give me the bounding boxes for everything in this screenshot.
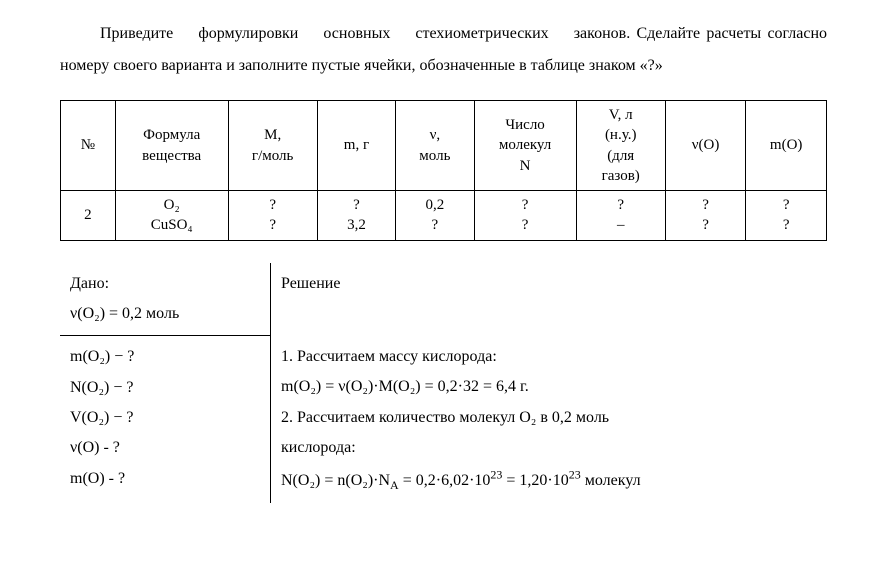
td-M-bot: ? bbox=[269, 217, 276, 233]
find4: ν(O) - ? bbox=[70, 439, 120, 456]
th-N-l1: Число bbox=[505, 117, 544, 133]
td-nu-top: 0,2 bbox=[425, 197, 444, 213]
td-nuO-top: ? bbox=[702, 197, 709, 213]
step2-l3a: N(O₂) = n(O₂)·N bbox=[281, 472, 390, 489]
sub-A: A bbox=[390, 478, 399, 492]
data-table: № Формула вещества М, г/моль m, г ν, мол… bbox=[60, 100, 827, 241]
th-formula: Формула вещества bbox=[115, 101, 228, 191]
td-N-bot: ? bbox=[522, 217, 529, 233]
find2: N(O₂) − ? bbox=[70, 379, 133, 396]
th-N-l2: молекул bbox=[499, 137, 551, 153]
th-V-l4: газов) bbox=[602, 168, 640, 184]
task-paragraph: Приведите формулировки основных стехиоме… bbox=[60, 18, 827, 82]
step2-l3: N(O₂) = n(O₂)·NA = 0,2·6,02·1023 = 1,20·… bbox=[281, 472, 641, 489]
td-mO-top: ? bbox=[783, 197, 790, 213]
sup-23b: 23 bbox=[569, 467, 581, 481]
step2-l3d: молекул bbox=[581, 472, 641, 489]
page-container: Приведите формулировки основных стехиоме… bbox=[0, 0, 887, 561]
solution-label-cell: Решение bbox=[271, 263, 828, 336]
step2-l1: 2. Рассчитаем количество молекул O₂ в 0,… bbox=[281, 409, 609, 426]
find1: m(O₂) − ? bbox=[70, 348, 134, 365]
th-N-l3: N bbox=[520, 158, 531, 174]
th-nu-l1: ν, bbox=[430, 127, 441, 143]
given-value: ν(O₂) = 0,2 моль bbox=[70, 305, 179, 322]
th-nu: ν, моль bbox=[396, 101, 474, 191]
solution-label: Решение bbox=[281, 275, 340, 292]
td-V: ? – bbox=[576, 191, 665, 241]
solution-table: Дано: ν(O₂) = 0,2 моль Решение m(O₂) − ?… bbox=[60, 263, 827, 503]
td-m-top: ? bbox=[353, 197, 360, 213]
td-m: ? 3,2 bbox=[317, 191, 395, 241]
td-N: ? ? bbox=[474, 191, 576, 241]
td-num: 2 bbox=[61, 191, 116, 241]
step2-l2: кислорода: bbox=[281, 439, 356, 456]
td-mO-bot: ? bbox=[783, 217, 790, 233]
td-formula-bot: CuSO₄ bbox=[151, 217, 193, 233]
th-M-l1: М, bbox=[264, 127, 281, 143]
th-formula-l2: вещества bbox=[142, 148, 201, 164]
step1-l2: m(O₂) = ν(O₂)·M(O₂) = 0,2·32 = 6,4 г. bbox=[281, 378, 529, 395]
th-num: № bbox=[61, 101, 116, 191]
p-l1-c: основных bbox=[323, 25, 390, 42]
sol-row-2: m(O₂) − ? N(O₂) − ? V(O₂) − ? ν(O) - ? m… bbox=[60, 336, 827, 503]
td-formula-top: O₂ bbox=[164, 197, 180, 213]
td-nu-bot: ? bbox=[432, 217, 439, 233]
p-l1-b: формулировки bbox=[198, 25, 298, 42]
th-V-l3: (для bbox=[607, 148, 634, 164]
td-nu: 0,2 ? bbox=[396, 191, 474, 241]
find-cell: m(O₂) − ? N(O₂) − ? V(O₂) − ? ν(O) - ? m… bbox=[60, 336, 271, 503]
th-formula-l1: Формула bbox=[143, 127, 200, 143]
sup-23a: 23 bbox=[490, 467, 502, 481]
p-l1-a: Приведите bbox=[100, 25, 173, 42]
p-l1-e: законов. bbox=[574, 25, 631, 42]
p-l1-d: стехиометрических bbox=[415, 25, 548, 42]
th-nuO: ν(O) bbox=[665, 101, 746, 191]
step1-l1: 1. Рассчитаем массу кислорода: bbox=[281, 348, 497, 365]
td-M-top: ? bbox=[269, 197, 276, 213]
td-nuO: ? ? bbox=[665, 191, 746, 241]
td-V-top: ? bbox=[617, 197, 624, 213]
td-N-top: ? bbox=[522, 197, 529, 213]
given-cell: Дано: ν(O₂) = 0,2 моль bbox=[60, 263, 271, 336]
th-V-l1: V, л bbox=[609, 107, 633, 123]
th-M: М, г/моль bbox=[228, 101, 317, 191]
td-m-bot: 3,2 bbox=[347, 217, 366, 233]
th-N: Число молекул N bbox=[474, 101, 576, 191]
td-nuO-bot: ? bbox=[702, 217, 709, 233]
th-nu-l2: моль bbox=[419, 148, 450, 164]
solution-body-cell: 1. Рассчитаем массу кислорода: m(O₂) = ν… bbox=[271, 336, 828, 503]
td-mO: ? ? bbox=[746, 191, 827, 241]
table-row: 2 O₂ CuSO₄ ? ? ? 3,2 0,2 ? ? ? ? bbox=[61, 191, 827, 241]
td-V-bot: – bbox=[617, 217, 625, 233]
th-m: m, г bbox=[317, 101, 395, 191]
th-V: V, л (н.у.) (для газов) bbox=[576, 101, 665, 191]
td-formula: O₂ CuSO₄ bbox=[115, 191, 228, 241]
td-M: ? ? bbox=[228, 191, 317, 241]
step2-l3c: = 1,20·10 bbox=[502, 472, 568, 489]
th-V-l2: (н.у.) bbox=[605, 127, 637, 143]
find5: m(O) - ? bbox=[70, 470, 125, 487]
sol-row-1: Дано: ν(O₂) = 0,2 моль Решение bbox=[60, 263, 827, 336]
th-mO: m(O) bbox=[746, 101, 827, 191]
step2-l3b: = 0,2·6,02·10 bbox=[399, 472, 491, 489]
find3: V(O₂) − ? bbox=[70, 409, 133, 426]
th-M-l2: г/моль bbox=[252, 148, 293, 164]
table-header-row: № Формула вещества М, г/моль m, г ν, мол… bbox=[61, 101, 827, 191]
given-label: Дано: bbox=[70, 275, 109, 292]
